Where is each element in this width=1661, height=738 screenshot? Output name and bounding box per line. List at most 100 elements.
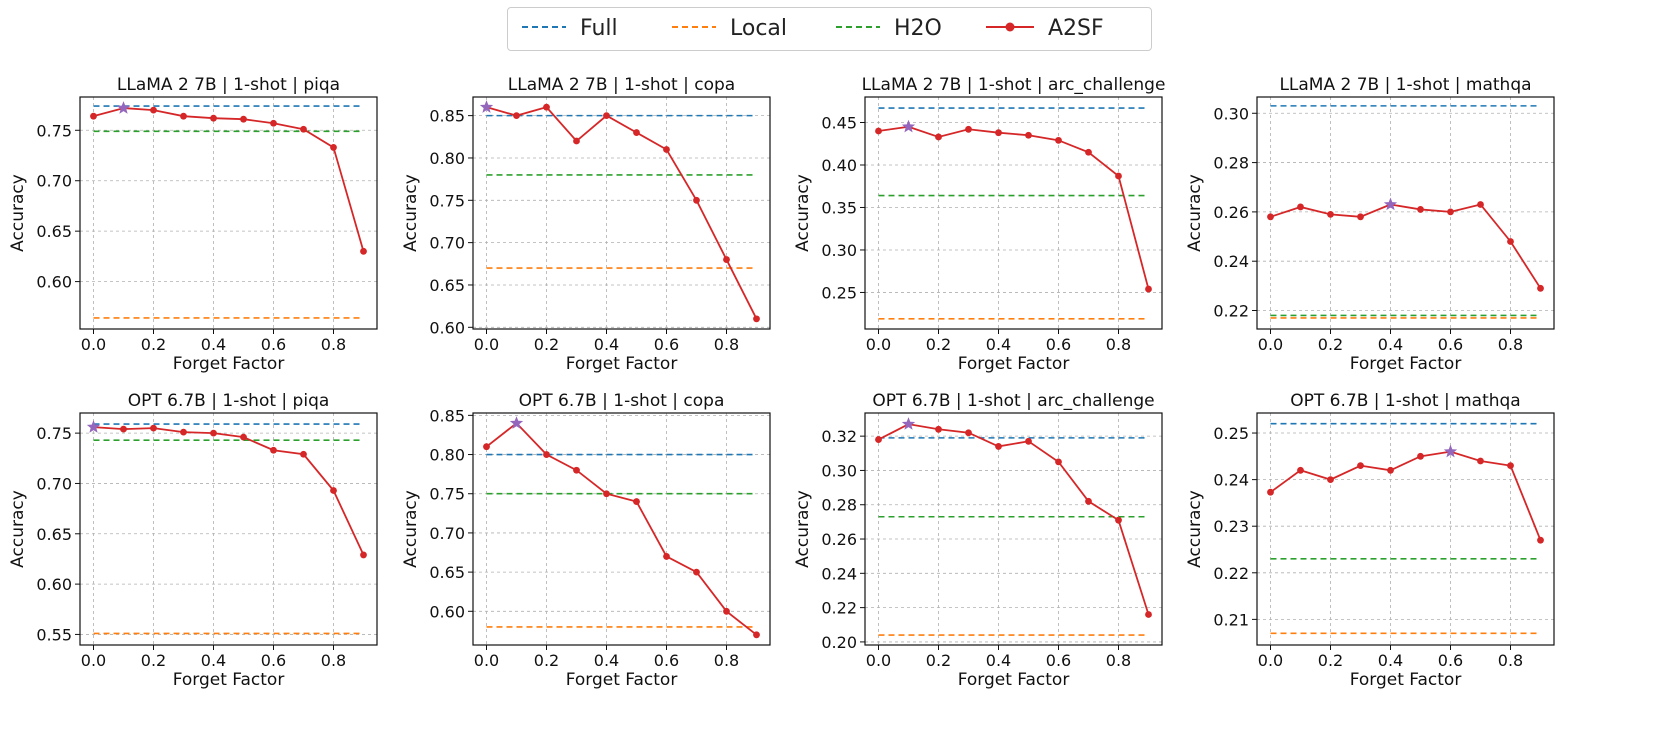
x-tick-label: 0.6	[654, 335, 679, 354]
x-tick-label: 0.4	[986, 335, 1011, 354]
a2sf-point	[935, 133, 942, 141]
y-axis-label: Accuracy	[8, 174, 28, 252]
legend: Full Local H2O A2SF	[507, 7, 1152, 51]
x-tick-label: 0.0	[81, 335, 106, 354]
x-tick-label: 0.6	[1438, 651, 1463, 670]
x-tick-label: 0.2	[1318, 335, 1343, 354]
y-tick-label: 0.30	[821, 461, 857, 480]
a2sf-point	[360, 551, 367, 559]
y-axis-label: Accuracy	[1185, 174, 1205, 252]
a2sf-best-star	[1443, 444, 1458, 458]
a2sf-point	[1327, 476, 1334, 484]
legend-h2o-label: H2O	[894, 16, 942, 41]
x-tick-label: 0.0	[474, 651, 499, 670]
chart-title: LLaMA 2 7B | 1-shot | mathqa	[1279, 75, 1531, 95]
legend-local-label: Local	[730, 16, 787, 41]
x-tick-label: 0.4	[1378, 335, 1403, 354]
a2sf-point	[1447, 208, 1454, 216]
a2sf-point	[995, 443, 1002, 450]
a2sf-point	[995, 129, 1002, 137]
a2sf-point	[1297, 203, 1304, 211]
a2sf-point	[1025, 131, 1032, 139]
x-tick-label: 0.8	[321, 651, 346, 670]
a2sf-point	[150, 106, 157, 114]
x-axis-label: Forget Factor	[173, 354, 285, 374]
a2sf-best-star	[86, 420, 101, 433]
chart-panel-8: 0.0 0.2 0.4 0.6 0.8 0.21 0.22 0.23 0.24 0.25 OPT 6…	[1185, 391, 1555, 690]
chart-title: OPT 6.7B | 1-shot | mathqa	[1290, 391, 1520, 411]
a2sf-point	[1115, 516, 1122, 524]
x-tick-label: 0.2	[141, 335, 166, 354]
a2sf-point	[573, 137, 580, 145]
y-tick-label: 0.35	[821, 198, 857, 217]
a2sf-point	[513, 112, 520, 120]
a2sf-point	[1115, 172, 1122, 180]
a2sf-point	[753, 631, 760, 639]
plot-frame	[79, 412, 378, 646]
y-axis-label: Accuracy	[1185, 490, 1205, 568]
y-tick-label: 0.23	[1213, 517, 1249, 536]
y-tick-label: 0.25	[1213, 424, 1249, 443]
y-tick-label: 0.85	[429, 107, 465, 126]
x-axis-label: Forget Factor	[173, 670, 285, 690]
legend-full-label: Full	[580, 16, 618, 41]
chart-title: OPT 6.7B | 1-shot | copa	[519, 391, 725, 411]
a2sf-point	[1417, 206, 1424, 213]
a2sf-line	[93, 107, 365, 252]
x-tick-label: 0.8	[714, 335, 739, 354]
a2sf-point	[1477, 457, 1484, 465]
a2sf-point	[300, 125, 307, 133]
a2sf-point	[483, 443, 490, 451]
x-tick-label: 0.6	[1046, 651, 1071, 670]
a2sf-point	[753, 315, 760, 323]
y-tick-label: 0.55	[36, 625, 72, 644]
a2sf-point	[1055, 458, 1062, 466]
a2sf-point	[1267, 488, 1274, 496]
a2sf-point	[1357, 213, 1364, 221]
legend-graphics: Full Local H2O A2SF	[522, 16, 1104, 41]
a2sf-point	[935, 425, 942, 433]
y-tick-label: 0.24	[1213, 252, 1249, 271]
chart-panel-2: 0.0 0.2 0.4 0.6 0.8 0.60 0.65 0.70 0.75 0.80 0.85 L…	[401, 75, 771, 374]
chart-panel-1: 0.0 0.2 0.4 0.6 0.8 0.60 0.65 0.70 0.75 LLaMA 2 7…	[8, 75, 378, 374]
y-tick-label: 0.28	[821, 496, 857, 515]
a2sf-point	[1297, 466, 1304, 474]
y-tick-label: 0.22	[1213, 564, 1249, 583]
plot-frame	[472, 412, 771, 646]
y-tick-label: 0.25	[821, 283, 857, 302]
x-tick-label: 0.0	[474, 335, 499, 354]
y-axis-label: Accuracy	[793, 174, 813, 252]
x-tick-label: 0.6	[1438, 335, 1463, 354]
a2sf-point	[965, 429, 972, 437]
a2sf-point	[1145, 611, 1152, 618]
a2sf-point	[633, 498, 640, 505]
chart-panel-7: 0.0 0.2 0.4 0.6 0.8 0.20 0.22 0.24 0.26 0.28 0.30 0…	[793, 391, 1163, 690]
x-tick-label: 0.0	[866, 335, 891, 354]
x-tick-label: 0.4	[986, 651, 1011, 670]
a2sf-best-star	[116, 101, 131, 114]
a2sf-point	[90, 112, 97, 120]
chart-panel-4: 0.0 0.2 0.4 0.6 0.8 0.22 0.24 0.26 0.28 0.30 LLaMA…	[1185, 75, 1555, 374]
a2sf-point	[1267, 213, 1274, 221]
a2sf-point	[1387, 466, 1394, 474]
a2sf-point	[1055, 136, 1062, 144]
x-tick-label: 0.4	[201, 651, 226, 670]
chart-panel-3: 0.0 0.2 0.4 0.6 0.8 0.25 0.30 0.35 0.40 0.45 LLaMA…	[793, 75, 1165, 374]
y-tick-label: 0.65	[429, 563, 465, 582]
x-tick-label: 0.0	[1258, 335, 1283, 354]
a2sf-point	[965, 125, 972, 133]
x-tick-label: 0.8	[714, 651, 739, 670]
y-tick-label: 0.30	[821, 241, 857, 260]
x-tick-label: 0.2	[534, 335, 559, 354]
a2sf-line	[878, 423, 1150, 615]
y-tick-label: 0.28	[1213, 154, 1249, 173]
chart-title: OPT 6.7B | 1-shot | piqa	[128, 391, 330, 411]
a2sf-point	[573, 466, 580, 474]
x-tick-label: 0.2	[534, 651, 559, 670]
a2sf-point	[1085, 497, 1092, 505]
a2sf-best-star	[509, 416, 524, 429]
a2sf-point	[1507, 462, 1514, 470]
y-tick-label: 0.26	[821, 530, 857, 549]
a2sf-point	[875, 127, 882, 135]
y-tick-label: 0.75	[429, 485, 465, 504]
